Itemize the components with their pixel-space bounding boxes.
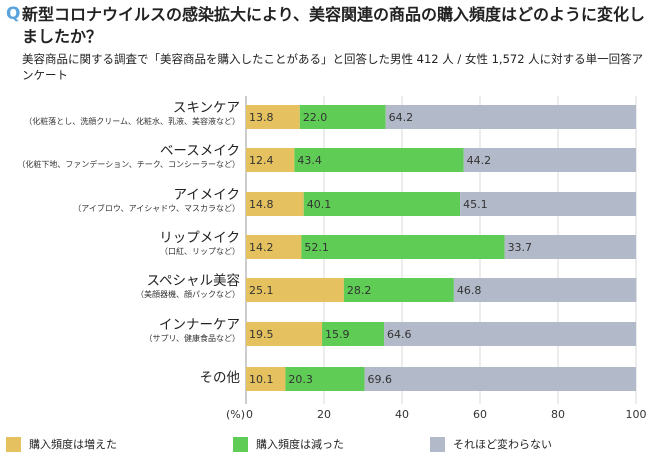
category-label: リップメイク （口紅、リップなど） bbox=[159, 230, 240, 257]
chart-title: 新型コロナウイルスの感染拡大により、美容関連の商品の購入頻度はどのように変化しま… bbox=[22, 5, 646, 46]
data-label: 69.6 bbox=[368, 373, 393, 386]
legend-swatch bbox=[430, 436, 445, 452]
bar-segment bbox=[246, 148, 295, 172]
question-mark: Q bbox=[6, 4, 21, 24]
category-label: スキンケア （化粧落とし、洗顔クリーム、化粧水、乳液、美容液など） bbox=[24, 100, 240, 127]
bar-segment bbox=[322, 322, 385, 346]
category-note: （口紅、リップなど） bbox=[160, 247, 240, 256]
category-note: （化粧下地、ファンデーション、チーク、コンシーラーなど） bbox=[17, 160, 240, 169]
data-label: 13.8 bbox=[249, 111, 274, 124]
data-label: 15.9 bbox=[325, 328, 350, 341]
bar-segment bbox=[303, 192, 461, 216]
category-name: スペシャル美容 bbox=[146, 273, 240, 289]
bar-segment bbox=[246, 367, 286, 391]
bar-segment bbox=[460, 192, 636, 216]
x-tick-label: 0 bbox=[246, 408, 253, 421]
category-label: インナーケア （サプリ、健康食品など） bbox=[144, 317, 240, 344]
data-label: 43.4 bbox=[297, 154, 322, 167]
data-label: 14.8 bbox=[249, 198, 274, 211]
bar-segment bbox=[246, 322, 323, 346]
category-note: （サプリ、健康食品など） bbox=[144, 334, 240, 343]
data-label: 14.2 bbox=[249, 241, 274, 254]
category-name: アイメイク bbox=[173, 187, 240, 203]
bar-segment bbox=[246, 192, 304, 216]
legend-item-decreased: 購入頻度は減った bbox=[233, 436, 344, 452]
data-label: 33.7 bbox=[508, 241, 533, 254]
data-label: 46.8 bbox=[457, 284, 482, 297]
legend-label: 購入頻度は増えた bbox=[29, 438, 117, 451]
legend-label: 購入頻度は減った bbox=[256, 438, 344, 451]
bar-segment bbox=[385, 105, 636, 129]
legend-label: それほど変わらない bbox=[453, 438, 552, 451]
legend-item-unchanged: それほど変わらない bbox=[430, 436, 552, 452]
data-label: 44.2 bbox=[467, 154, 492, 167]
category-label: ベースメイク （化粧下地、ファンデーション、チーク、コンシーラーなど） bbox=[17, 143, 240, 170]
bar-segment bbox=[294, 148, 464, 172]
data-label: 20.3 bbox=[288, 373, 313, 386]
bar-segment bbox=[301, 235, 505, 259]
category-name: その他 bbox=[199, 370, 241, 386]
data-label: 64.6 bbox=[387, 328, 412, 341]
bar-segment bbox=[453, 278, 637, 302]
bar-segment bbox=[343, 278, 454, 302]
category-name: ベースメイク bbox=[159, 143, 240, 159]
x-tick-label: 20 bbox=[317, 408, 331, 421]
bar-segment bbox=[246, 105, 300, 129]
legend-swatch bbox=[233, 436, 248, 452]
x-tick-label: 60 bbox=[473, 408, 487, 421]
x-tick-label: 100 bbox=[626, 408, 647, 421]
chart-subtitle: 美容商品に関する調査で「美容商品を購入したことがある」と回答した男性 412 人… bbox=[22, 52, 644, 82]
bar-segment bbox=[299, 105, 386, 129]
data-label: 40.1 bbox=[307, 198, 332, 211]
bar-segment bbox=[246, 235, 302, 259]
legend-swatch bbox=[6, 436, 21, 452]
category-label: スペシャル美容 （美顔器機、顔パックなど） bbox=[136, 273, 240, 300]
category-name: インナーケア bbox=[159, 317, 240, 333]
data-label: 22.0 bbox=[303, 111, 328, 124]
category-note: （アイブロウ、アイシャドウ、マスカラなど） bbox=[73, 204, 240, 213]
data-label: 64.2 bbox=[389, 111, 414, 124]
bar-segment bbox=[504, 235, 636, 259]
legend-item-increased: 購入頻度は増えた bbox=[6, 436, 117, 452]
x-tick-label: 40 bbox=[395, 408, 409, 421]
x-tick-label: 80 bbox=[551, 408, 565, 421]
data-label: 45.1 bbox=[463, 198, 488, 211]
x-axis-label: (%) bbox=[226, 408, 245, 421]
data-label: 25.1 bbox=[249, 284, 274, 297]
data-label: 12.4 bbox=[249, 154, 274, 167]
bar-segment bbox=[246, 278, 344, 302]
category-label: アイメイク （アイブロウ、アイシャドウ、マスカラなど） bbox=[73, 187, 240, 214]
data-label: 10.1 bbox=[249, 373, 274, 386]
data-label: 19.5 bbox=[249, 328, 274, 341]
bar-segment bbox=[384, 322, 636, 346]
category-name: スキンケア bbox=[172, 100, 240, 116]
data-label: 28.2 bbox=[347, 284, 372, 297]
category-name: リップメイク bbox=[159, 230, 240, 246]
bar-segment bbox=[463, 148, 636, 172]
category-note: （化粧落とし、洗顔クリーム、化粧水、乳液、美容液など） bbox=[24, 117, 240, 126]
category-label: その他 bbox=[200, 370, 241, 386]
category-note: （美顔器機、顔パックなど） bbox=[136, 290, 240, 299]
bar-segment bbox=[285, 367, 365, 391]
data-label: 52.1 bbox=[304, 241, 329, 254]
bar-segment bbox=[364, 367, 636, 391]
